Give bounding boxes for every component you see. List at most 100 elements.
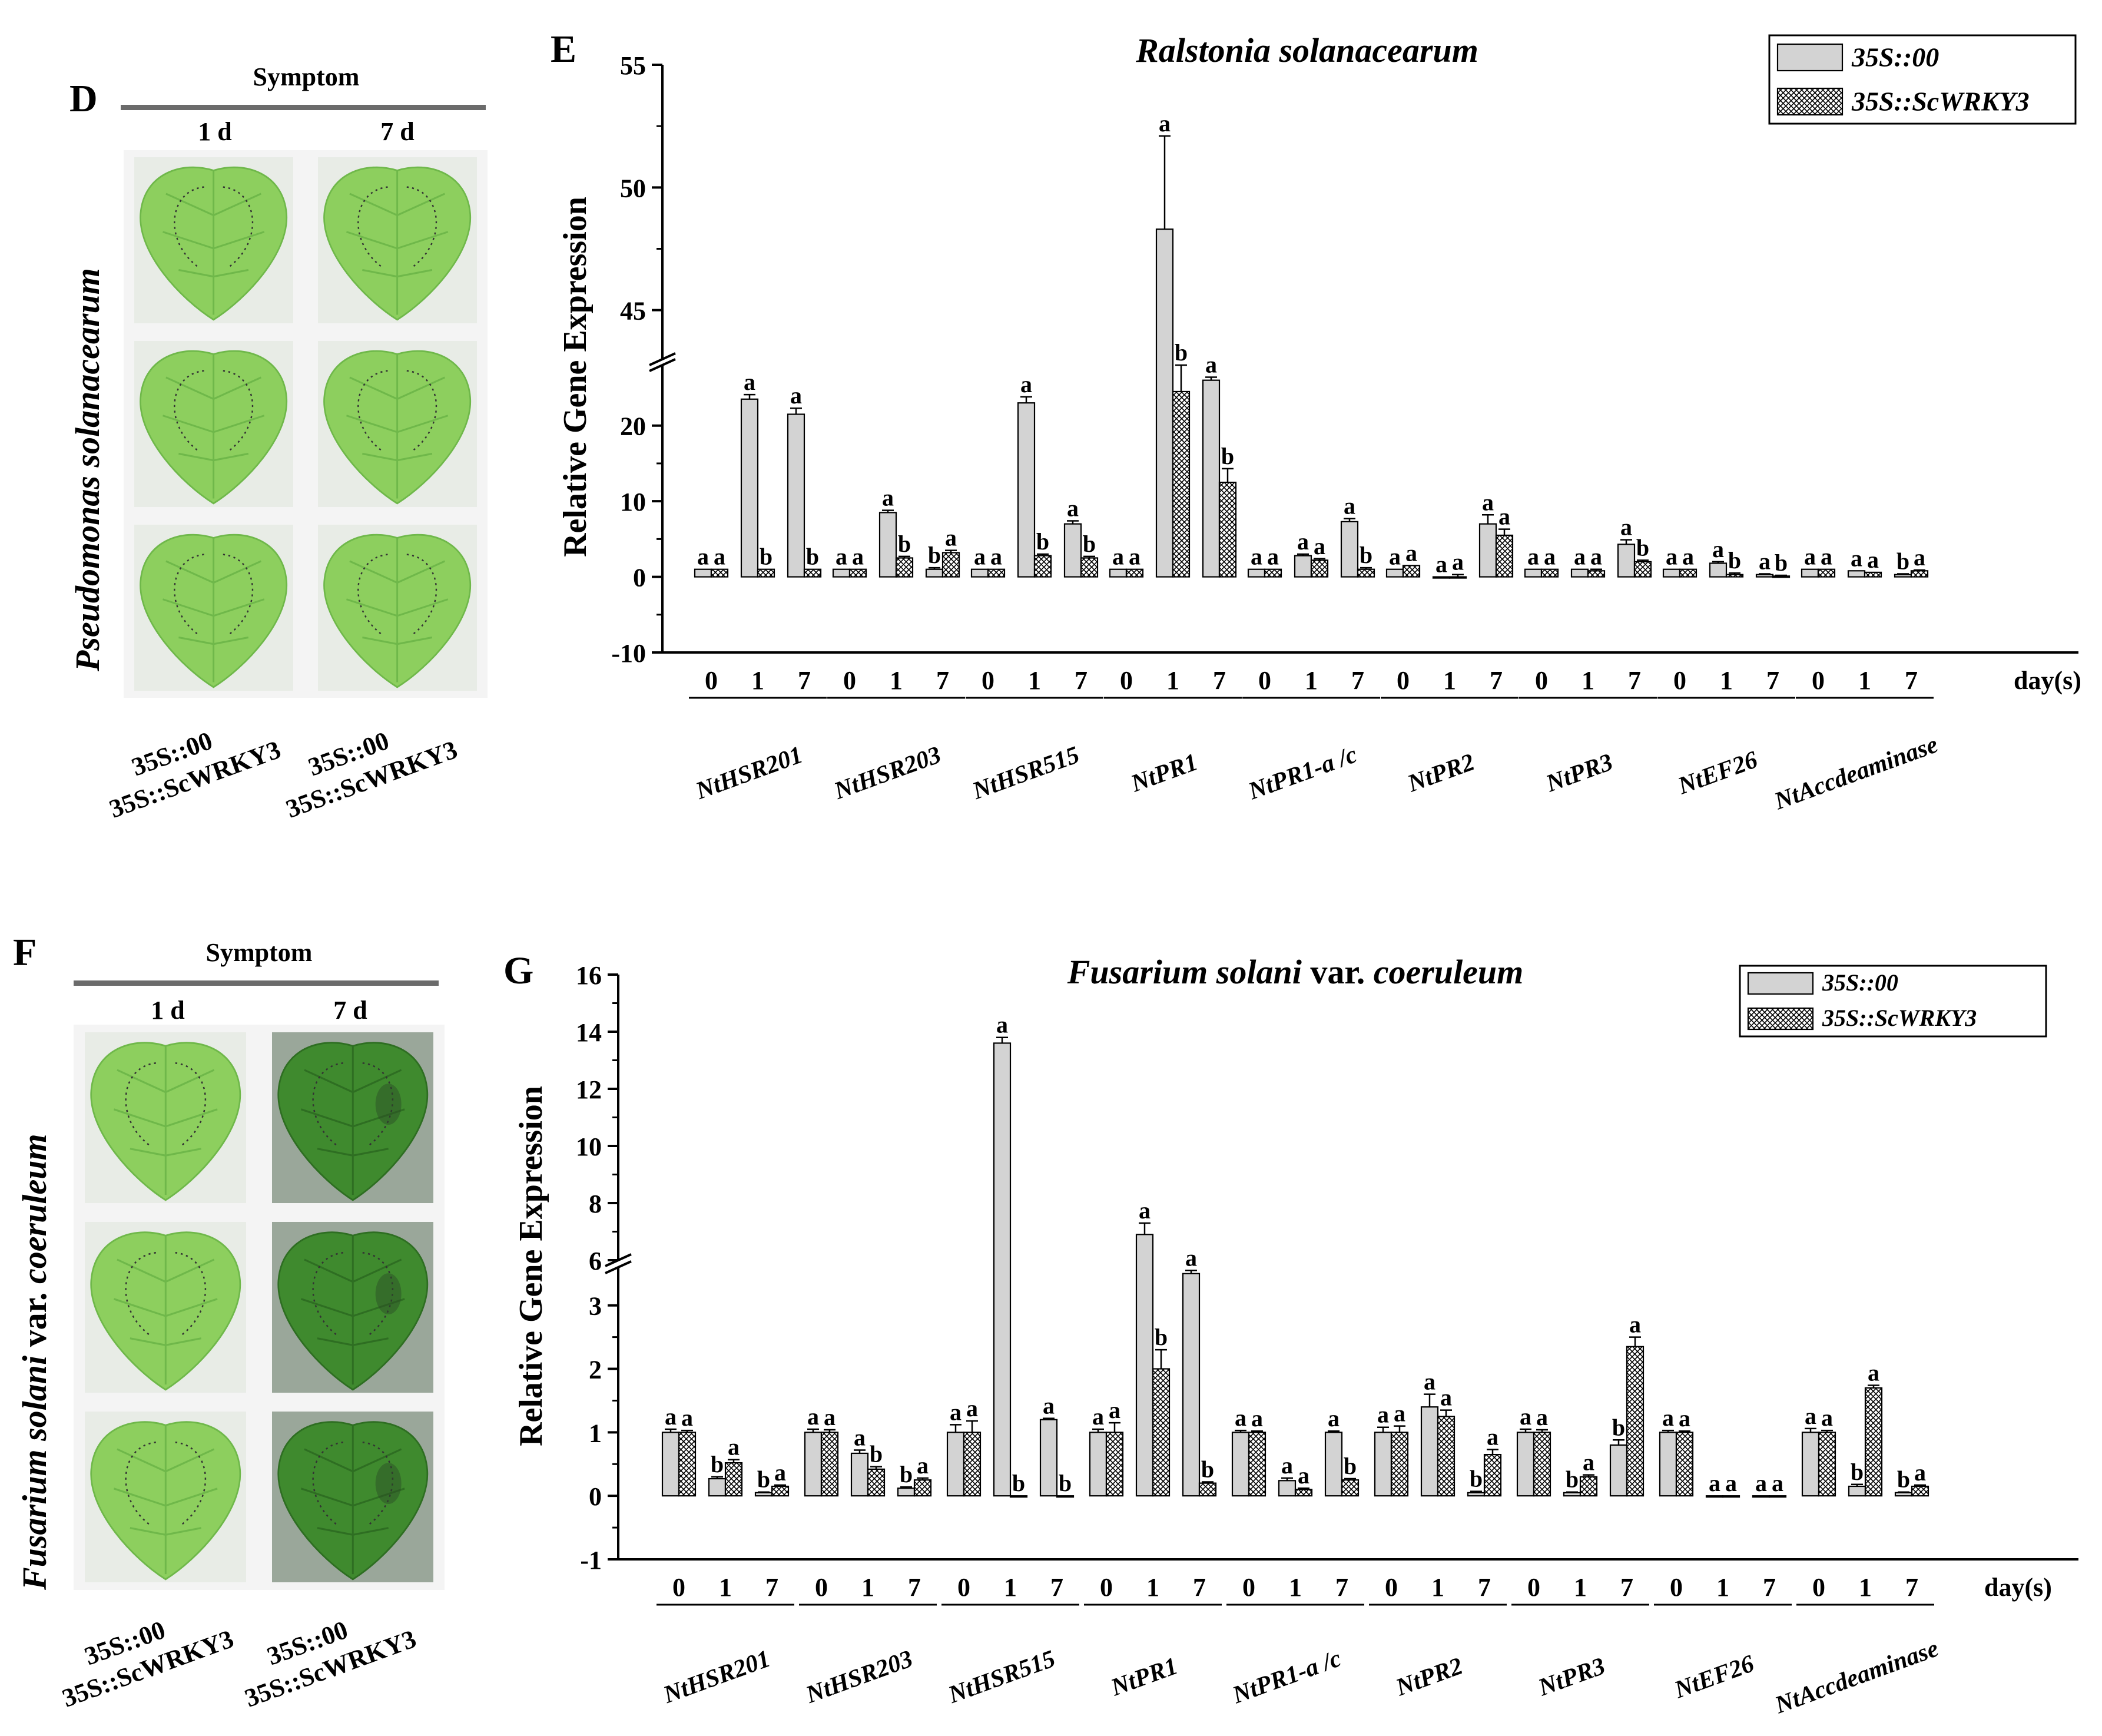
- significance-letter: a: [1043, 1393, 1055, 1419]
- y-tick-label: 20: [620, 412, 646, 441]
- chart-E: E Ralstonia solanacearum Relative Gene Exp…: [551, 28, 2081, 816]
- significance-letter: a: [1185, 1244, 1197, 1271]
- significance-letter: a: [1620, 514, 1632, 541]
- leaf-photo: [74, 1025, 257, 1211]
- significance-letter: a: [1159, 110, 1171, 137]
- bar-scwrky3: [1864, 1387, 1883, 1497]
- significance-letter: a: [1712, 536, 1724, 562]
- x-day-label: 0: [1385, 1573, 1398, 1602]
- x-day-label: 1: [861, 1573, 874, 1602]
- x-day-label: 1: [1574, 1573, 1587, 1602]
- bar-control: [1524, 568, 1543, 578]
- bar-scwrky3: [1341, 1479, 1360, 1497]
- significance-letter: b: [1221, 443, 1234, 469]
- x-day-label: 1: [1004, 1573, 1017, 1602]
- significance-letter: a: [1666, 544, 1677, 570]
- gene-label: NtHSR515: [969, 741, 1083, 805]
- x-day-label: 7: [1905, 666, 1918, 695]
- x-day-label: 0: [1397, 666, 1410, 695]
- significance-letter: a: [882, 485, 894, 511]
- bar-control: [1709, 562, 1728, 578]
- significance-letter: a: [1487, 1423, 1498, 1450]
- significance-letter: a: [1914, 1459, 1926, 1486]
- significance-letter: a: [852, 544, 864, 570]
- legend-swatch-control: [1747, 972, 1814, 995]
- y-tick-label: 12: [576, 1075, 602, 1104]
- significance-letter: a: [744, 369, 755, 395]
- significance-letter: a: [1868, 1360, 1879, 1386]
- significance-letter: a: [1297, 528, 1309, 555]
- day-label-f-7: 7 d: [333, 996, 367, 1025]
- panel-letter-g: G: [503, 949, 533, 992]
- significance-letter: a: [854, 1424, 866, 1451]
- legend-swatch-control: [1776, 43, 1844, 72]
- significance-letter: a: [824, 1404, 836, 1430]
- significance-letter: a: [1867, 546, 1879, 573]
- x-day-label: 7: [798, 666, 811, 695]
- significance-letter: a: [966, 1395, 978, 1422]
- significance-letter: b: [1155, 1324, 1168, 1350]
- significance-letter: a: [990, 544, 1002, 570]
- x-day-label: 0: [843, 666, 856, 695]
- x-day-label: 0: [705, 666, 718, 695]
- bar-control: [1017, 402, 1036, 578]
- bar-scwrky3: [1633, 561, 1652, 578]
- bar-control: [1847, 570, 1866, 578]
- x-day-label: 0: [1258, 666, 1271, 695]
- x-axis-label: day(s): [1984, 1573, 2052, 1602]
- bar-scwrky3: [1864, 571, 1882, 578]
- bar-control: [925, 568, 944, 578]
- bar-scwrky3: [848, 568, 867, 578]
- significance-letter: b: [1036, 528, 1049, 555]
- x-day-label: 1: [751, 666, 764, 695]
- legend-swatch-scwrky3: [1747, 1007, 1814, 1031]
- significance-letter: a: [681, 1404, 693, 1431]
- significance-letter: a: [1251, 544, 1262, 570]
- bar-scwrky3: [724, 1462, 743, 1497]
- gene-label: NtPR3: [1534, 1652, 1609, 1701]
- bar-scwrky3: [1587, 570, 1606, 578]
- significance-letter: b: [1566, 1466, 1579, 1493]
- bar-control: [804, 1432, 823, 1497]
- significance-letter: a: [1821, 1404, 1833, 1431]
- leaf-photo: [124, 150, 304, 330]
- bar-control: [1294, 555, 1312, 578]
- gene-label: NtPR1: [1107, 1652, 1181, 1701]
- significance-letter: a: [1139, 1197, 1151, 1224]
- bar-control: [1570, 568, 1589, 578]
- bar-scwrky3: [1172, 390, 1191, 578]
- significance-letter: a: [1112, 544, 1124, 570]
- bar-scwrky3: [1390, 1432, 1409, 1497]
- bar-scwrky3: [1009, 1495, 1028, 1498]
- bar-control: [1385, 568, 1404, 578]
- bar-scwrky3: [1402, 565, 1421, 578]
- x-day-label: 1: [1859, 1573, 1872, 1602]
- bar-scwrky3: [757, 568, 775, 578]
- significance-letter: a: [1520, 1403, 1531, 1430]
- bar-control: [1109, 568, 1128, 578]
- significance-letter: a: [1590, 544, 1602, 570]
- significance-letter: b: [928, 542, 941, 568]
- bar-control: [1039, 1419, 1058, 1497]
- significance-letter: a: [1482, 489, 1494, 515]
- x-day-label: 7: [1905, 1573, 1918, 1602]
- bar-scwrky3: [1911, 1485, 1929, 1497]
- bar-control: [754, 1492, 773, 1497]
- significance-letter: a: [697, 544, 709, 570]
- x-day-label: 1: [1028, 666, 1041, 695]
- bar-scwrky3: [1910, 570, 1929, 578]
- x-day-label: 1: [1720, 666, 1733, 695]
- gene-label: NtPR2: [1392, 1652, 1466, 1701]
- chart-title-part: var.: [1302, 953, 1374, 991]
- bar-control: [1662, 568, 1681, 578]
- bar-control: [1516, 1432, 1535, 1497]
- bar-scwrky3: [771, 1485, 790, 1497]
- leaf-photo-grid-d: [124, 150, 488, 698]
- bar-control: [1231, 1432, 1250, 1497]
- x-day-label: 1: [890, 666, 903, 695]
- bar-scwrky3: [820, 1432, 839, 1497]
- x-day-label: 1: [1431, 1573, 1444, 1602]
- bar-scwrky3: [1768, 1495, 1787, 1498]
- x-day-label: 7: [908, 1573, 921, 1602]
